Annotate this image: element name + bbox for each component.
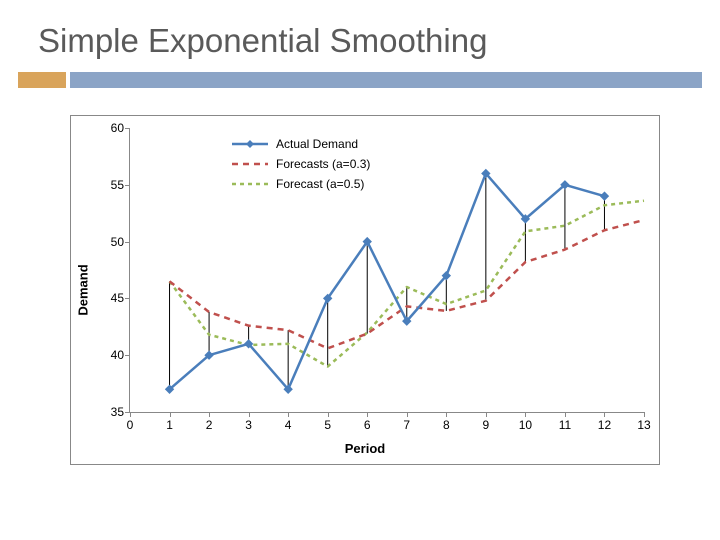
accent-right xyxy=(70,72,702,88)
x-tick-mark xyxy=(604,412,605,417)
legend-swatch xyxy=(230,136,270,152)
y-tick-mark xyxy=(125,128,130,129)
plot-area: Actual Demand Forecasts (a=0.3) Forecast (… xyxy=(129,128,644,413)
legend-label: Forecast (a=0.5) xyxy=(276,177,364,191)
series-line-actual xyxy=(170,173,605,389)
x-tick-label: 0 xyxy=(127,418,134,432)
y-axis-title: Demand xyxy=(76,264,91,315)
x-tick-mark xyxy=(249,412,250,417)
series-line-forecast05 xyxy=(170,201,644,367)
x-tick-mark xyxy=(209,412,210,417)
x-tick-mark xyxy=(288,412,289,417)
accent-bar xyxy=(0,72,720,88)
y-tick-mark xyxy=(125,242,130,243)
x-axis-title: Period xyxy=(345,441,385,456)
y-tick-mark xyxy=(125,355,130,356)
x-tick-label: 8 xyxy=(443,418,450,432)
accent-left xyxy=(18,72,66,88)
x-tick-mark xyxy=(367,412,368,417)
x-tick-mark xyxy=(446,412,447,417)
y-tick-label: 60 xyxy=(111,121,124,135)
legend-swatch xyxy=(230,176,270,192)
slide: Simple Exponential Smoothing Demand Peri… xyxy=(0,0,720,540)
x-tick-label: 11 xyxy=(559,418,571,432)
series-marker-actual xyxy=(600,192,608,200)
x-tick-mark xyxy=(170,412,171,417)
legend-item: Forecasts (a=0.3) xyxy=(230,154,370,174)
x-tick-label: 5 xyxy=(324,418,331,432)
x-tick-mark xyxy=(565,412,566,417)
x-tick-label: 6 xyxy=(364,418,371,432)
legend: Actual Demand Forecasts (a=0.3) Forecast (… xyxy=(230,134,370,194)
x-tick-mark xyxy=(525,412,526,417)
x-tick-label: 3 xyxy=(245,418,252,432)
legend-item: Actual Demand xyxy=(230,134,370,154)
y-tick-label: 40 xyxy=(111,348,124,362)
x-tick-label: 10 xyxy=(519,418,532,432)
x-tick-label: 9 xyxy=(483,418,490,432)
x-tick-mark xyxy=(328,412,329,417)
legend-label: Forecasts (a=0.3) xyxy=(276,157,370,171)
x-tick-mark xyxy=(407,412,408,417)
x-tick-label: 1 xyxy=(166,418,173,432)
x-tick-label: 4 xyxy=(285,418,292,432)
legend-item: Forecast (a=0.5) xyxy=(230,174,370,194)
y-tick-label: 55 xyxy=(111,178,124,192)
chart-svg xyxy=(130,128,644,412)
x-tick-label: 2 xyxy=(206,418,213,432)
x-tick-mark xyxy=(130,412,131,417)
series-line-forecast03 xyxy=(170,220,644,348)
y-tick-label: 50 xyxy=(111,235,124,249)
y-tick-mark xyxy=(125,185,130,186)
chart: Demand Period Actual Demand Forecasts (a=… xyxy=(70,115,660,465)
x-tick-label: 12 xyxy=(598,418,611,432)
x-tick-mark xyxy=(644,412,645,417)
y-tick-mark xyxy=(125,298,130,299)
legend-label: Actual Demand xyxy=(276,137,358,151)
x-tick-label: 7 xyxy=(403,418,410,432)
y-tick-label: 45 xyxy=(111,291,124,305)
slide-title: Simple Exponential Smoothing xyxy=(38,22,487,60)
legend-swatch xyxy=(230,156,270,172)
x-tick-label: 13 xyxy=(637,418,650,432)
x-tick-mark xyxy=(486,412,487,417)
y-tick-label: 35 xyxy=(111,405,124,419)
